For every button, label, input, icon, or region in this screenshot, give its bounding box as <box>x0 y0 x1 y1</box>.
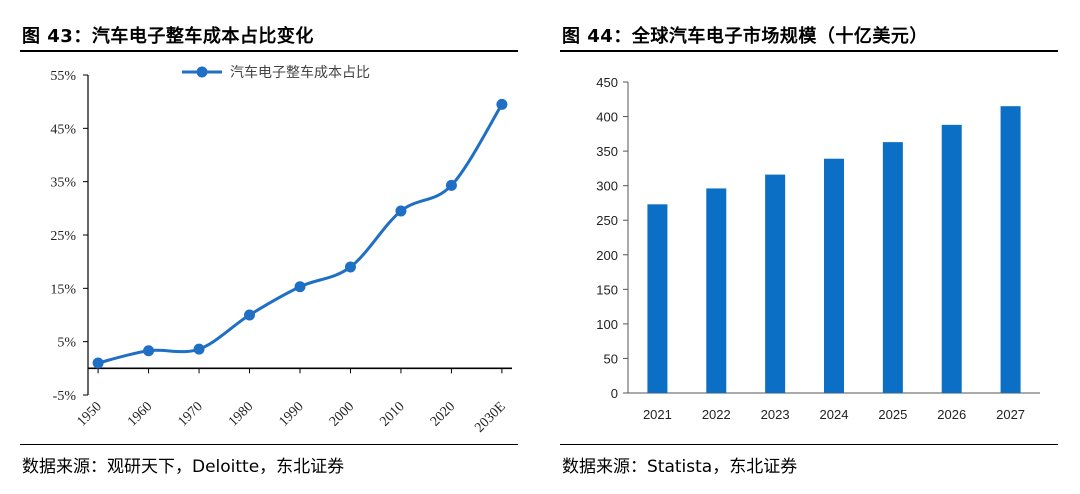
bar <box>1000 106 1021 393</box>
y-tick-label: 5% <box>57 336 76 351</box>
series-line <box>97 103 504 365</box>
y-tick-label: 400 <box>596 110 618 125</box>
y-tick-label: 25% <box>50 229 76 244</box>
bar <box>765 174 786 393</box>
title-rule <box>20 50 518 52</box>
title-rule <box>560 50 1058 52</box>
bar <box>647 204 668 393</box>
source-note: 数据来源：Statista，东北证券 <box>562 457 798 477</box>
y-tick-label: 0 <box>611 386 618 401</box>
figure-title: 图 43：汽车电子整车成本占比变化 <box>22 26 314 47</box>
y-tick-label: 450 <box>596 75 618 90</box>
bar <box>706 188 727 393</box>
y-tick-label: 350 <box>596 144 618 159</box>
legend-marker <box>196 66 208 78</box>
x-tick-label: 2027 <box>996 407 1025 422</box>
x-tick-label: 2022 <box>702 407 731 422</box>
x-tick-label: 2026 <box>937 407 966 422</box>
right-figure-panel: 图 44：全球汽车电子市场规模（十亿美元） 0 50 100 150 200 250 300… <box>540 0 1080 494</box>
x-tick-label: 2021 <box>643 407 672 422</box>
x-tick-label: 1990 <box>276 399 306 429</box>
legend-label: 汽车电子整车成本占比 <box>230 64 370 81</box>
y-tick-label: 300 <box>596 179 618 194</box>
y-tick-label: 45% <box>50 122 76 137</box>
data-point <box>294 281 306 293</box>
y-tick-label: 150 <box>596 282 618 297</box>
x-tick-label: 1960 <box>125 399 155 429</box>
x-tick-label: 1970 <box>175 399 205 429</box>
bar <box>882 142 903 393</box>
left-figure-panel: 图 43：汽车电子整车成本占比变化 -5% 5% 15% 25% 35% 45% 55% 19… <box>20 26 518 477</box>
data-point <box>395 205 407 217</box>
source-note: 数据来源：观研天下，Deloitte，东北证券 <box>22 457 345 477</box>
x-tick-label: 1980 <box>226 399 256 429</box>
data-point <box>143 345 155 357</box>
data-point <box>244 309 256 321</box>
data-point <box>445 179 457 191</box>
data-point <box>344 261 356 273</box>
data-point <box>193 343 205 355</box>
x-tick-label: 2024 <box>820 407 849 422</box>
x-tick-label: 2000 <box>327 399 357 429</box>
bar <box>941 124 962 394</box>
x-tick-label: 2010 <box>377 399 407 429</box>
y-tick-label: -5% <box>53 389 77 404</box>
figure-title: 图 44：全球汽车电子市场规模（十亿美元） <box>562 26 928 47</box>
bar-chart: 0 50 100 150 200 250 300 350 400 450 2021 2022 2023 2… <box>596 75 1040 422</box>
x-tick-label: 1950 <box>75 399 105 429</box>
x-tick-label: 2020 <box>428 399 458 429</box>
data-point <box>496 98 508 110</box>
source-rule <box>20 444 518 445</box>
y-tick-label: 100 <box>596 317 618 332</box>
bar <box>824 158 844 393</box>
y-tick-label: 250 <box>596 213 618 228</box>
y-tick-label: 55% <box>50 69 76 84</box>
data-point <box>92 357 104 369</box>
x-tick-label: 2030E <box>472 399 508 435</box>
y-tick-label: 15% <box>50 282 76 297</box>
x-tick-label: 2023 <box>761 407 790 422</box>
y-tick-label: 200 <box>596 248 618 263</box>
x-tick-label: 2025 <box>878 407 907 422</box>
line-chart: -5% 5% 15% 25% 35% 45% 55% 1950 1960 1970 1980 1990… <box>50 64 512 436</box>
y-tick-label: 50 <box>604 351 618 366</box>
y-tick-label: 35% <box>50 176 76 191</box>
source-rule <box>560 444 1058 445</box>
